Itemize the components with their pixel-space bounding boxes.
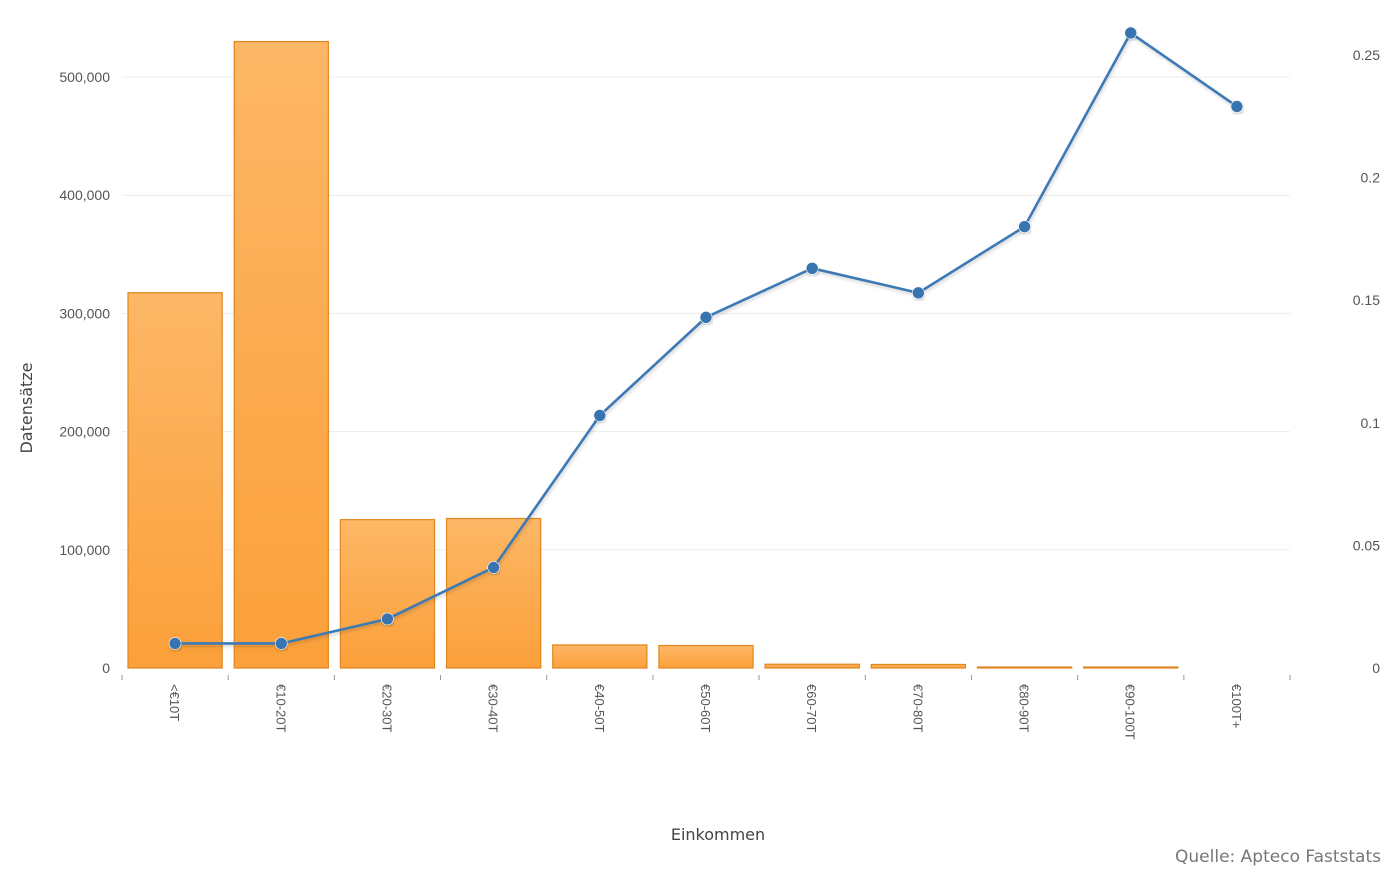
bar[interactable] <box>870 663 967 669</box>
x-tick-label: €60-70T <box>804 684 819 732</box>
tick-labels: 0 100,000 200,000 300,000 400,000 500,000 0 0.0… <box>59 47 1380 740</box>
x-tick-label: €10-20T <box>273 684 288 732</box>
bar[interactable] <box>764 663 860 669</box>
y2-tick-label: 0.15 <box>1353 292 1380 308</box>
y2-tick-label: 0.25 <box>1353 47 1380 63</box>
bar[interactable] <box>658 644 754 669</box>
line-series <box>168 26 1244 650</box>
x-tick-label: €90-100T <box>1123 684 1138 740</box>
bar[interactable] <box>339 519 436 669</box>
y-tick-label: 300,000 <box>59 305 110 321</box>
x-axis-title: Einkommen <box>671 825 765 844</box>
source-note: Quelle: Apteco Faststats <box>1175 847 1381 867</box>
line-point[interactable] <box>1018 220 1031 233</box>
line-point[interactable] <box>487 561 500 574</box>
x-axis <box>121 675 1291 680</box>
x-tick-label: €50-60T <box>698 684 713 732</box>
bar[interactable] <box>552 644 648 669</box>
y-axis-title: Datensätze <box>17 362 36 453</box>
y2-tick-label: 0.2 <box>1361 170 1381 186</box>
line-point[interactable] <box>381 612 394 626</box>
x-tick-label: €40-50T <box>592 684 607 732</box>
line-point[interactable] <box>1124 26 1138 40</box>
line-point[interactable] <box>593 409 607 422</box>
line-path <box>175 31 1238 645</box>
line-point[interactable] <box>699 311 713 324</box>
y-tick-label: 0 <box>102 660 110 676</box>
line-point[interactable] <box>1230 100 1244 113</box>
x-tick-label: €70-80T <box>910 684 925 732</box>
y-tick-label: 200,000 <box>59 424 110 440</box>
y2-tick-label: 0.05 <box>1353 537 1380 553</box>
bar[interactable] <box>445 517 542 669</box>
line-point[interactable] <box>912 286 925 300</box>
y-tick-label: 100,000 <box>59 542 110 558</box>
x-tick-label: <€10T <box>167 684 182 721</box>
line-point[interactable] <box>274 637 288 650</box>
x-tick-label: €20-30T <box>379 684 394 732</box>
bar-series <box>127 40 1179 669</box>
x-tick-label: €80-90T <box>1017 684 1032 732</box>
bar[interactable] <box>233 40 329 669</box>
bar[interactable] <box>1083 666 1179 669</box>
x-tick-label: €100T+ <box>1229 684 1244 728</box>
line-point[interactable] <box>805 262 819 275</box>
y-tick-label: 500,000 <box>59 69 110 85</box>
y-tick-label: 400,000 <box>59 187 110 203</box>
y2-tick-label: 0.1 <box>1361 415 1381 431</box>
bar[interactable] <box>127 292 223 669</box>
x-tick-label: €30-40T <box>486 684 501 732</box>
bar[interactable] <box>976 666 1073 669</box>
y2-tick-label: 0 <box>1372 660 1380 676</box>
line-point[interactable] <box>168 637 182 650</box>
